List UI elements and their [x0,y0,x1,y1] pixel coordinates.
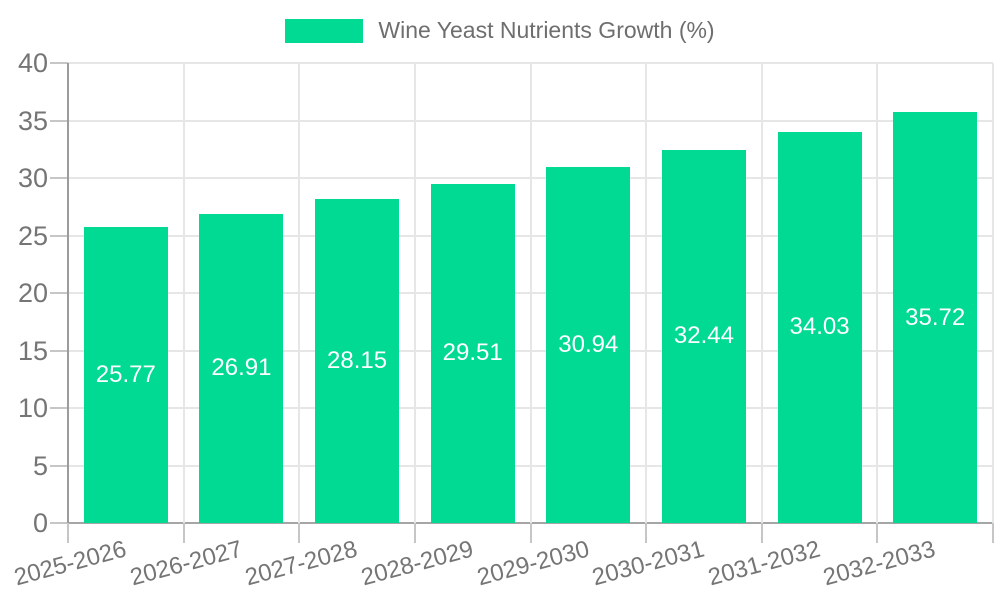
y-axis-tick [50,119,68,122]
gridline-vertical [182,63,185,523]
x-axis-tick [298,523,301,543]
bar-value-label: 28.15 [327,347,388,375]
y-axis-tick [50,349,68,352]
bar-value-label: 32.44 [673,322,734,350]
bar-value-label: 35.72 [905,303,966,331]
x-axis-tick [182,523,185,543]
bar-value-label: 25.77 [95,360,156,388]
y-tick-label: 15 [17,335,48,366]
x-tick-label: 2032-2033 [820,535,939,592]
y-axis-tick [50,234,68,237]
y-tick-label: 10 [17,393,48,423]
legend-item[interactable]: Wine Yeast Nutrients Growth (%) [285,17,715,44]
legend-swatch-icon [285,18,364,43]
y-tick-label: 40 [17,48,48,78]
gridline-vertical [992,63,994,523]
x-axis-tick [992,523,994,543]
y-tick-label: 0 [32,508,48,538]
bar [546,167,631,523]
bar [661,149,746,523]
gridline-vertical [413,63,416,523]
x-tick-label: 2029-2030 [473,535,592,592]
y-axis-tick [50,464,68,467]
x-axis-tick [413,523,416,543]
y-tick-label: 5 [32,450,48,481]
y-tick-label: 35 [17,105,48,136]
bar [430,183,515,523]
bar [893,112,978,523]
bar-value-label: 30.94 [558,331,619,359]
gridline-vertical [760,63,763,523]
x-tick-label: 2026-2027 [126,535,245,592]
x-tick-label: 2027-2028 [242,535,361,592]
gridline-vertical [529,63,532,523]
y-axis-tick [50,292,68,294]
x-tick-label: 2030-2031 [589,535,708,592]
bar [83,226,168,523]
bar [777,131,862,523]
x-tick-label: 2031-2032 [705,535,823,592]
bar-value-label: 29.51 [442,339,503,367]
gridline-vertical [876,63,879,523]
x-axis-tick [67,523,69,543]
chart-legend: Wine Yeast Nutrients Growth (%) [0,17,1000,44]
x-axis-tick [645,523,648,543]
bar-value-label: 26.91 [211,354,272,382]
x-axis-tick [876,523,879,543]
gridline-vertical [645,63,648,523]
bar-value-label: 34.03 [789,313,850,341]
y-axis-tick [50,407,68,409]
bar [199,213,284,523]
y-axis-tick [50,62,68,64]
y-tick-label: 20 [17,278,48,308]
y-axis-tick [50,177,68,179]
x-axis-tick [529,523,532,543]
y-axis-line [67,63,69,523]
x-tick-label: 2028-2029 [358,535,477,592]
y-tick-label: 30 [17,163,48,193]
y-axis-tick [50,522,68,524]
bar [315,199,400,523]
x-tick-label: 2025-2026 [11,535,130,592]
gridline-vertical [298,63,301,523]
legend-label: Wine Yeast Nutrients Growth (%) [378,17,715,43]
y-tick-label: 25 [17,220,48,251]
x-axis-tick [760,523,763,543]
